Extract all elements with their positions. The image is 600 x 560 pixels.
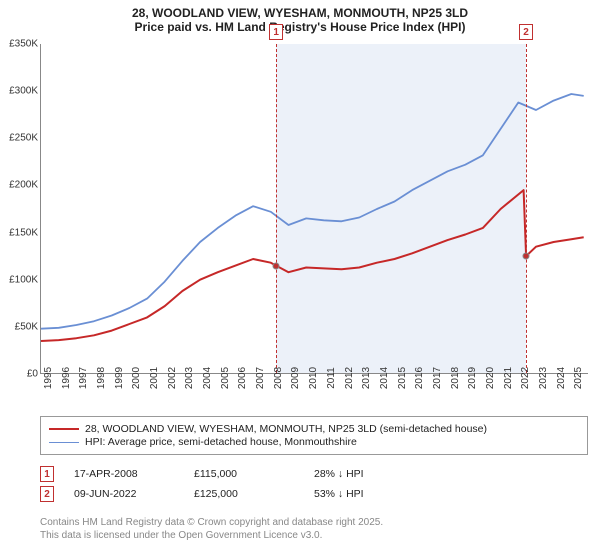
x-tick-label: 2003 — [184, 367, 195, 389]
title-block: 28, WOODLAND VIEW, WYESHAM, MONMOUTH, NP… — [0, 0, 600, 36]
series-line-property — [41, 190, 584, 341]
legend-label: HPI: Average price, semi-detached house,… — [85, 436, 357, 448]
sale-event-row: 2 09-JUN-2022 £125,000 53% ↓ HPI — [40, 486, 588, 502]
x-tick-label: 2024 — [556, 367, 567, 389]
x-tick-label: 2023 — [538, 367, 549, 389]
sale-events-table: 1 17-APR-2008 £115,000 28% ↓ HPI 2 09-JUN-202… — [40, 462, 588, 506]
sale-event-delta: 53% ↓ HPI — [314, 488, 414, 500]
y-tick-label: £100K — [9, 274, 38, 285]
x-tick-label: 2011 — [326, 367, 337, 389]
chart-plot-area: 12 — [40, 44, 588, 374]
x-tick-label: 2020 — [485, 367, 496, 389]
sale-event-number: 2 — [40, 486, 54, 502]
x-tick-label: 2008 — [273, 367, 284, 389]
footer-attribution: Contains HM Land Registry data © Crown c… — [40, 516, 588, 542]
x-tick-label: 2010 — [308, 367, 319, 389]
sale-event-number: 2 — [519, 24, 533, 40]
title-line2: Price paid vs. HM Land Registry's House … — [0, 20, 600, 34]
x-tick-label: 2021 — [503, 367, 514, 389]
sale-event-number: 1 — [269, 24, 283, 40]
legend-item: HPI: Average price, semi-detached house,… — [49, 436, 579, 448]
legend-item: 28, WOODLAND VIEW, WYESHAM, MONMOUTH, NP… — [49, 423, 579, 435]
x-tick-label: 2001 — [149, 367, 160, 389]
x-tick-label: 1998 — [96, 367, 107, 389]
title-line1: 28, WOODLAND VIEW, WYESHAM, MONMOUTH, NP… — [0, 6, 600, 20]
x-tick-label: 2017 — [432, 367, 443, 389]
x-tick-label: 2015 — [397, 367, 408, 389]
sale-event-price: £115,000 — [194, 468, 294, 480]
x-tick-label: 2005 — [220, 367, 231, 389]
chart-container: 28, WOODLAND VIEW, WYESHAM, MONMOUTH, NP… — [0, 0, 600, 560]
x-tick-label: 1999 — [114, 367, 125, 389]
sale-event-row: 1 17-APR-2008 £115,000 28% ↓ HPI — [40, 466, 588, 482]
x-tick-label: 2022 — [520, 367, 531, 389]
x-tick-label: 1995 — [43, 367, 54, 389]
x-tick-label: 2014 — [379, 367, 390, 389]
x-tick-label: 2009 — [290, 367, 301, 389]
sale-event-date: 09-JUN-2022 — [74, 488, 174, 500]
y-tick-label: £150K — [9, 227, 38, 238]
x-tick-label: 1997 — [78, 367, 89, 389]
x-tick-label: 2016 — [414, 367, 425, 389]
x-tick-label: 2007 — [255, 367, 266, 389]
y-tick-label: £200K — [9, 180, 38, 191]
x-tick-label: 2013 — [361, 367, 372, 389]
legend: 28, WOODLAND VIEW, WYESHAM, MONMOUTH, NP… — [40, 416, 588, 455]
x-tick-label: 2002 — [167, 367, 178, 389]
y-tick-label: £50K — [15, 321, 38, 332]
legend-label: 28, WOODLAND VIEW, WYESHAM, MONMOUTH, NP… — [85, 423, 487, 435]
y-tick-label: £350K — [9, 39, 38, 50]
y-tick-label: £250K — [9, 133, 38, 144]
x-tick-label: 2004 — [202, 367, 213, 389]
x-tick-label: 2019 — [467, 367, 478, 389]
x-tick-label: 2006 — [237, 367, 248, 389]
x-tick-label: 2018 — [450, 367, 461, 389]
y-tick-label: £300K — [9, 86, 38, 97]
legend-swatch — [49, 428, 79, 430]
x-tick-label: 2000 — [131, 367, 142, 389]
sale-event-price: £125,000 — [194, 488, 294, 500]
x-tick-label: 2012 — [344, 367, 355, 389]
footer-line2: This data is licensed under the Open Gov… — [40, 529, 588, 542]
sale-event-delta: 28% ↓ HPI — [314, 468, 414, 480]
series-line-hpi — [41, 94, 584, 329]
y-tick-label: £0 — [27, 369, 38, 380]
legend-swatch — [49, 442, 79, 443]
x-tick-label: 2025 — [573, 367, 584, 389]
footer-line1: Contains HM Land Registry data © Crown c… — [40, 516, 588, 529]
x-tick-label: 1996 — [61, 367, 72, 389]
chart-svg — [41, 44, 588, 373]
sale-event-date: 17-APR-2008 — [74, 468, 174, 480]
sale-event-number: 1 — [40, 466, 54, 482]
